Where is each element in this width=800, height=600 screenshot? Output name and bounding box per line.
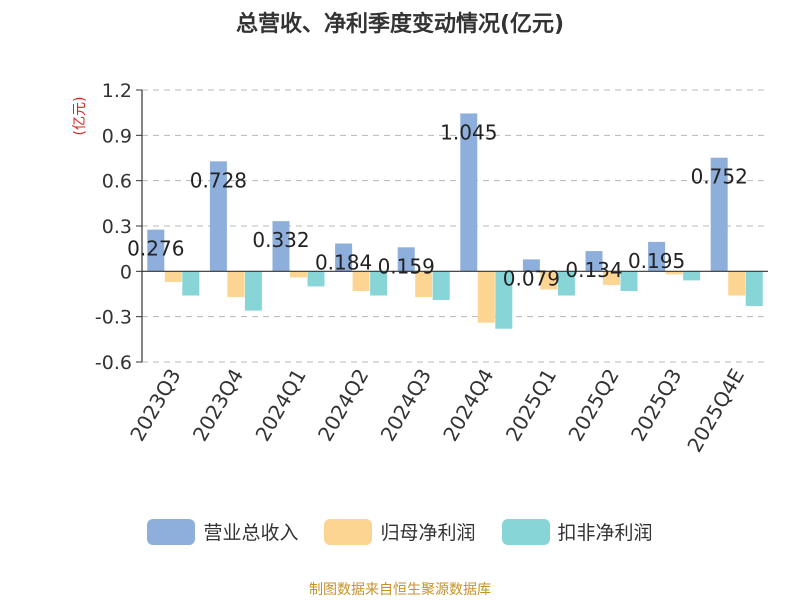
bar-deducted-profit bbox=[370, 271, 388, 296]
legend-swatch-revenue bbox=[147, 518, 196, 545]
bar-revenue bbox=[209, 161, 227, 272]
data-label-revenue: 0.332 bbox=[252, 228, 309, 252]
legend-label-revenue: 营业总收入 bbox=[203, 522, 299, 544]
data-label-revenue: 0.079 bbox=[503, 266, 560, 290]
x-tick-label: 2025Q2 bbox=[563, 365, 623, 446]
bar-revenue bbox=[397, 247, 415, 272]
bar-revenue bbox=[648, 241, 666, 272]
data-label-revenue: 0.195 bbox=[628, 249, 685, 273]
y-tick-label: 0.6 bbox=[102, 171, 132, 193]
x-tick-label: 2024Q2 bbox=[313, 365, 373, 446]
x-tick-label: 2023Q3 bbox=[125, 365, 185, 446]
bar-revenue bbox=[522, 259, 540, 272]
legend-swatch-net-profit bbox=[324, 518, 373, 545]
legend-label-net-profit: 归母净利润 bbox=[380, 522, 476, 544]
legend-label-deducted-profit: 扣非净利润 bbox=[557, 522, 653, 544]
bar-deducted-profit bbox=[432, 271, 450, 301]
legend: 营业总收入 归母净利润 扣非净利润 bbox=[0, 518, 800, 545]
bar-revenue bbox=[585, 251, 603, 272]
legend-item-net-profit[interactable]: 归母净利润 bbox=[324, 518, 476, 545]
y-axis-label: (亿元) bbox=[72, 97, 88, 136]
bar-deducted-profit bbox=[182, 271, 200, 296]
bar-net-profit bbox=[415, 271, 433, 298]
y-tick-label: 0 bbox=[120, 261, 132, 283]
bar-net-profit bbox=[728, 271, 746, 296]
legend-item-revenue[interactable]: 营业总收入 bbox=[147, 518, 298, 545]
data-label-revenue: 0.134 bbox=[565, 258, 622, 282]
y-tick-label: -0.6 bbox=[95, 352, 132, 374]
bar-revenue bbox=[272, 221, 290, 272]
data-label-revenue: 0.752 bbox=[691, 165, 748, 189]
bar-revenue bbox=[460, 113, 478, 272]
y-tick-label: -0.3 bbox=[95, 307, 132, 329]
x-tick-label: 2025Q1 bbox=[501, 365, 561, 446]
bar-net-profit bbox=[164, 271, 182, 282]
bar-deducted-profit bbox=[244, 271, 262, 311]
bar-net-profit bbox=[477, 271, 495, 323]
data-label-revenue: 0.184 bbox=[315, 251, 372, 275]
x-tick-label: 2025Q3 bbox=[626, 365, 686, 446]
bar-net-profit bbox=[540, 271, 558, 290]
y-tick-label: 1.2 bbox=[102, 80, 132, 102]
bar-deducted-profit bbox=[307, 271, 325, 287]
bar-deducted-profit bbox=[620, 271, 638, 291]
bar-net-profit bbox=[352, 271, 370, 291]
bar-net-profit bbox=[290, 271, 307, 278]
bar-revenue bbox=[147, 229, 165, 272]
bar-deducted-profit bbox=[495, 271, 513, 329]
bar-deducted-profit bbox=[745, 271, 763, 307]
y-tick-label: 0.3 bbox=[102, 216, 132, 238]
data-label-revenue: 1.045 bbox=[440, 120, 497, 144]
bar-deducted-profit bbox=[683, 271, 701, 281]
bar-revenue bbox=[335, 243, 353, 272]
x-tick-label: 2023Q4 bbox=[188, 365, 248, 446]
bar-net-profit bbox=[227, 271, 245, 298]
data-label-revenue: 0.276 bbox=[127, 237, 184, 261]
x-tick-label: 2024Q3 bbox=[376, 365, 436, 446]
chart-title: 总营收、净利季度变动情况(亿元) bbox=[235, 12, 565, 37]
y-tick-label: 0.9 bbox=[102, 125, 132, 147]
x-tick-label: 2025Q4E bbox=[682, 365, 749, 457]
x-tick-label: 2024Q4 bbox=[438, 365, 498, 446]
data-label-revenue: 0.728 bbox=[190, 168, 247, 192]
legend-swatch-deducted-profit bbox=[501, 518, 550, 545]
data-label-revenue: 0.159 bbox=[378, 254, 435, 278]
bar-net-profit bbox=[603, 271, 620, 285]
bar-net-profit bbox=[665, 271, 683, 275]
bar-revenue bbox=[710, 157, 728, 272]
x-tick-label: 2024Q1 bbox=[250, 365, 310, 446]
legend-item-deducted-profit[interactable]: 扣非净利润 bbox=[501, 518, 653, 545]
bar-deducted-profit bbox=[557, 271, 575, 296]
data-source: 制图数据来自恒生聚源数据库 bbox=[309, 582, 491, 598]
